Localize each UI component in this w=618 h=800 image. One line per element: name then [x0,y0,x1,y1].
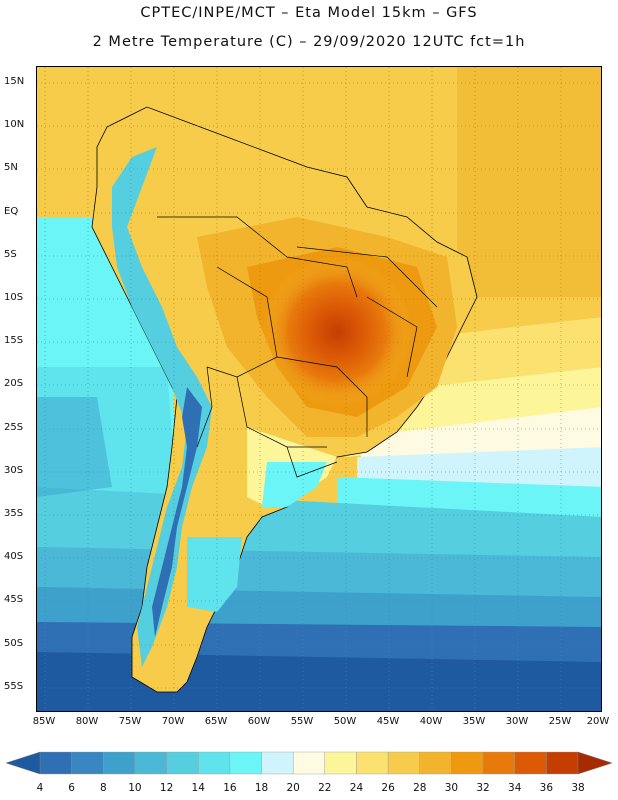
andes-cold-strip [112,147,212,667]
lon-label-60w: 60W [247,716,271,727]
colorbar-cell [292,751,326,775]
colorbar-tick-label: 22 [318,782,332,794]
lon-label-55w: 55W [290,716,314,727]
lat-label-25s: 25S [4,422,24,433]
patagonia-16 [187,537,242,612]
colorbar-tick-label: 26 [381,782,395,794]
lat-label-35s: 35S [4,508,24,519]
colorbar-cell [229,751,262,775]
colorbar-cell [261,751,294,775]
colorbar-tick-label: 4 [36,782,44,794]
colorbar-tick-label: 38 [571,782,585,794]
colorbar-right-arrow [577,751,613,775]
colorbar-left-arrow [5,751,41,775]
colorbar-cell [546,751,579,775]
colorbar-cell [324,751,357,775]
lat-label-55s: 55S [4,681,24,692]
lat-label-50s: 50S [4,638,24,649]
colorbar-tick-label: 32 [476,782,490,794]
colorbar-cell [419,751,452,775]
lon-label-85w: 85W [32,716,56,727]
lat-label-10s: 10S [4,292,24,303]
colorbar-tick-label: 30 [444,782,459,794]
colorbar-cell [103,751,136,775]
lat-label-45s: 45S [4,594,24,605]
colorbar-tick-label: 12 [159,782,174,794]
colorbar-tick-label: 34 [508,782,522,794]
temperature-colorbar [5,751,613,775]
lon-label-40w: 40W [419,716,443,727]
andes-coldest [152,387,202,637]
colorbar-cell [166,751,199,775]
lon-label-20w: 20W [586,716,610,727]
ocean-band-30 [457,67,601,297]
lon-label-65w: 65W [204,716,228,727]
colorbar-tick-label: 8 [99,782,107,794]
lon-label-25w: 25W [548,716,572,727]
colorbar-tick-label: 6 [68,782,75,794]
lon-label-45w: 45W [376,716,400,727]
map-title-line2: 2 Metre Temperature (C) – 29/09/2020 12U… [92,34,526,50]
lon-label-50w: 50W [333,716,357,727]
lat-label-eq: EQ [4,206,19,217]
ocean-band-4 [37,652,601,711]
colorbar-cell [198,751,231,775]
colorbar-tick-label: 36 [539,782,554,794]
lat-label-15s: 15S [4,335,24,346]
lat-label-40s: 40S [4,551,24,562]
temperature-map [36,66,602,712]
lat-label-5s: 5S [4,249,17,260]
colorbar-cell [39,751,72,775]
lon-label-80w: 80W [75,716,99,727]
interior-hot-core [262,257,412,407]
colorbar-tick-label: 14 [191,782,205,794]
lat-label-15n: 15N [4,76,25,87]
colorbar-tick-label: 24 [349,782,364,794]
colorbar-cell [71,751,104,775]
colorbar-tick-label: 16 [223,782,237,794]
colorbar-tick-label: 28 [413,782,427,794]
pampas-18 [262,462,327,507]
colorbar-cell [514,751,547,775]
colorbar-cell [387,751,420,775]
lon-label-70w: 70W [161,716,185,727]
colorbar-tick-label: 20 [286,782,300,794]
colorbar-tick-label: 10 [128,782,142,794]
lat-label-30s: 30S [4,465,24,476]
lat-label-20s: 20S [4,378,24,389]
colorbar-cell [134,751,167,775]
lat-label-10n: 10N [4,119,25,130]
lon-label-35w: 35W [462,716,486,727]
lat-label-5n: 5N [4,162,18,173]
colorbar-cell [482,751,515,775]
colorbar-cell [356,751,389,775]
lon-label-75w: 75W [118,716,142,727]
lon-label-30w: 30W [505,716,529,727]
map-title-line1: CPTEC/INPE/MCT – Eta Model 15km – GFS [140,5,478,21]
colorbar-cell [451,751,484,775]
country-borders [157,216,438,478]
colorbar-tick-label: 18 [254,782,269,794]
